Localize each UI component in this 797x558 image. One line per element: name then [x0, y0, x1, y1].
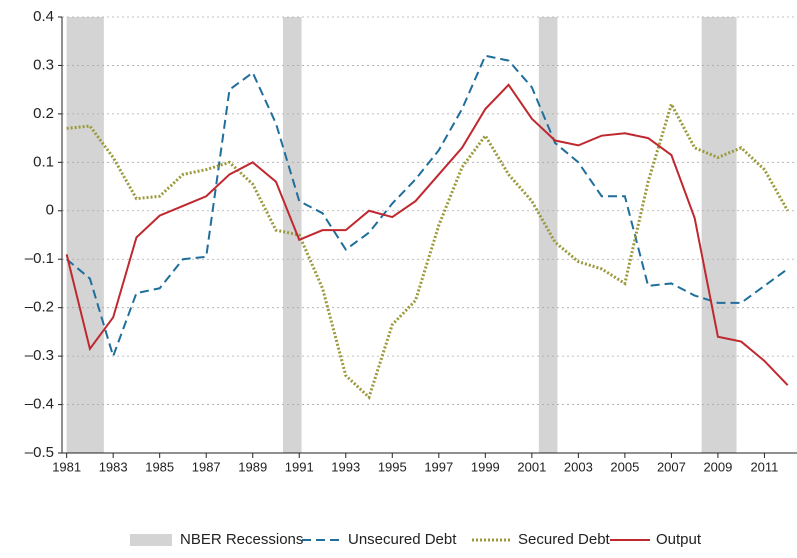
x-tick-label: 1989 — [238, 459, 267, 474]
y-tick-label: –0.1 — [25, 250, 54, 267]
series-line — [65, 83, 789, 386]
series-line — [66, 54, 789, 360]
series-line — [66, 100, 790, 401]
x-tick-label: 2011 — [750, 459, 778, 474]
x-tick-label: 2007 — [657, 459, 686, 474]
x-tick-label: 1991 — [285, 459, 314, 474]
x-tick-label: 2003 — [564, 459, 593, 474]
x-tick-label: 1993 — [331, 459, 360, 474]
y-tick-label: 0 — [46, 202, 54, 219]
y-tick-label: –0.3 — [25, 347, 54, 364]
x-tick-label: 2005 — [610, 459, 639, 474]
x-tick-label: 1995 — [378, 459, 407, 474]
legend-label: NBER Recessions — [180, 531, 303, 548]
legend-swatch — [130, 534, 172, 546]
x-tick-label: 1987 — [192, 459, 221, 474]
y-tick-label: 0.3 — [33, 56, 54, 73]
y-tick-label: –0.4 — [25, 396, 54, 413]
legend-label: Unsecured Debt — [348, 531, 457, 548]
y-tick-label: 0.2 — [33, 105, 54, 122]
x-tick-label: 2001 — [517, 459, 546, 474]
x-tick-label: 2009 — [703, 459, 732, 474]
y-tick-label: –0.5 — [25, 444, 54, 461]
x-tick-label: 1997 — [424, 459, 453, 474]
x-tick-label: 1999 — [471, 459, 500, 474]
x-tick-label: 1985 — [145, 459, 174, 474]
recession-band — [538, 17, 558, 453]
legend-label: Secured Debt — [518, 531, 611, 548]
x-tick-label: 1983 — [99, 459, 128, 474]
y-tick-label: 0.1 — [33, 153, 54, 170]
legend-label: Output — [656, 531, 702, 548]
y-tick-label: –0.2 — [25, 299, 54, 316]
recession-band — [701, 17, 737, 453]
recession-band — [66, 17, 104, 453]
x-tick-label: 1981 — [52, 459, 81, 474]
y-tick-label: 0.4 — [33, 8, 54, 25]
